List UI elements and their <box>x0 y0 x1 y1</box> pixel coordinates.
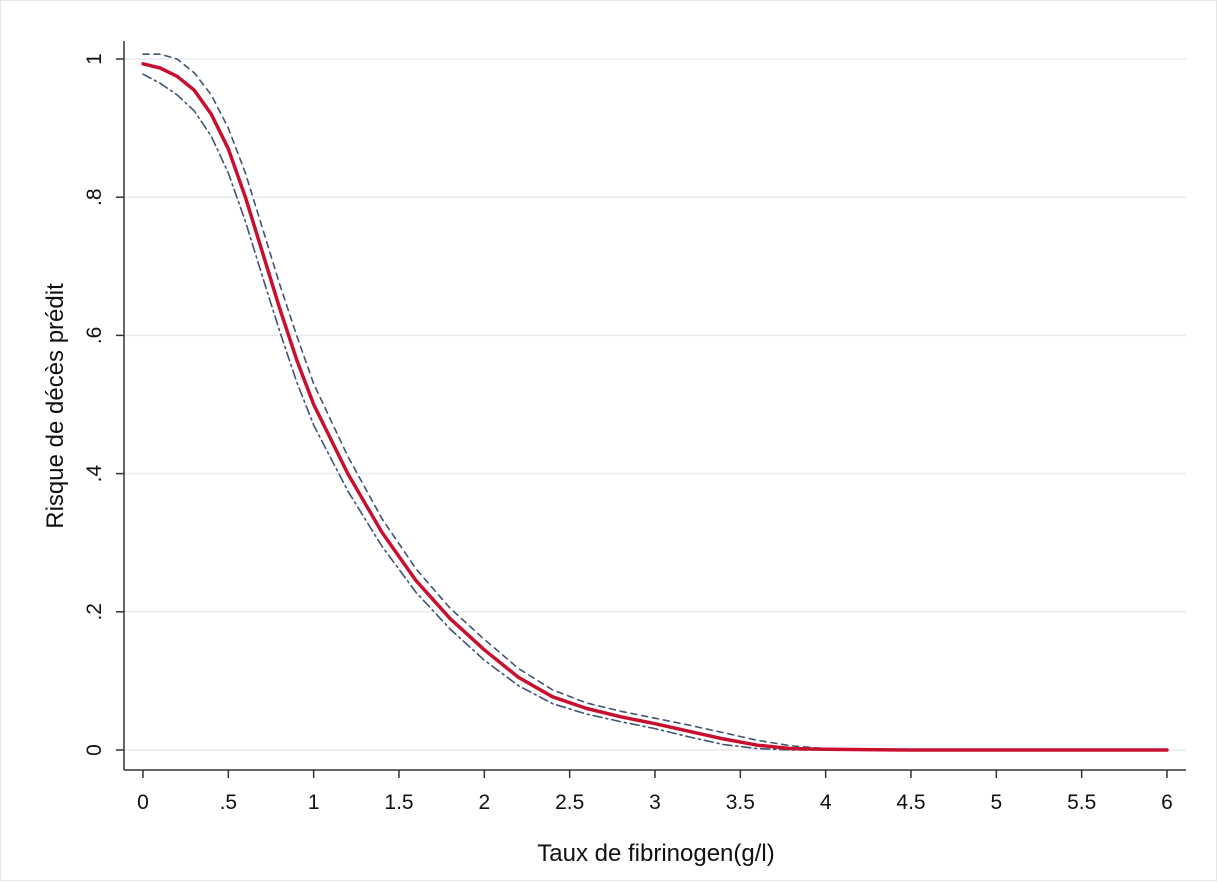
axes: 0 .2 .4 .6 .8 1 0 .5 1 1.5 2 2.5 3 3.5 4 4.5 5 5.5 6 <box>83 41 1186 814</box>
x-tick-label-6: 3 <box>649 791 661 814</box>
x-tick-label-0: 0 <box>137 791 149 814</box>
x-tick-label-7: 3.5 <box>726 791 755 814</box>
x-tick-label-12: 6 <box>1161 791 1173 814</box>
gridlines <box>124 58 1186 751</box>
x-tick-label-2: 1 <box>308 791 320 814</box>
x-tick-label-4: 2 <box>478 791 490 814</box>
y-tick-label-1: .2 <box>83 603 106 621</box>
x-tick-label-8: 4 <box>820 791 832 814</box>
y-tick-label-0: 0 <box>83 744 106 756</box>
series-lines <box>141 53 1169 752</box>
x-tick-label-3: 1.5 <box>384 791 413 814</box>
x-tick-label-10: 5 <box>990 791 1002 814</box>
y-tick-label-2: .4 <box>83 465 106 483</box>
x-tick-label-1: .5 <box>220 791 238 814</box>
y-tick-label-4: .8 <box>83 188 106 206</box>
x-axis-title: Taux de fibrinogen(g/l) <box>537 840 774 867</box>
y-tick-label-5: 1 <box>83 53 106 65</box>
y-tick-label-3: .6 <box>83 327 106 345</box>
x-tick-label-11: 5.5 <box>1067 791 1096 814</box>
upper-bound-line <box>142 53 1168 751</box>
y-axis-title: Risque de décès prédit <box>42 283 69 529</box>
x-tick-label-9: 4.5 <box>896 791 925 814</box>
lower-bound-line <box>142 73 1168 751</box>
predicted-risk-line <box>141 62 1169 752</box>
x-tick-label-5: 2.5 <box>555 791 584 814</box>
